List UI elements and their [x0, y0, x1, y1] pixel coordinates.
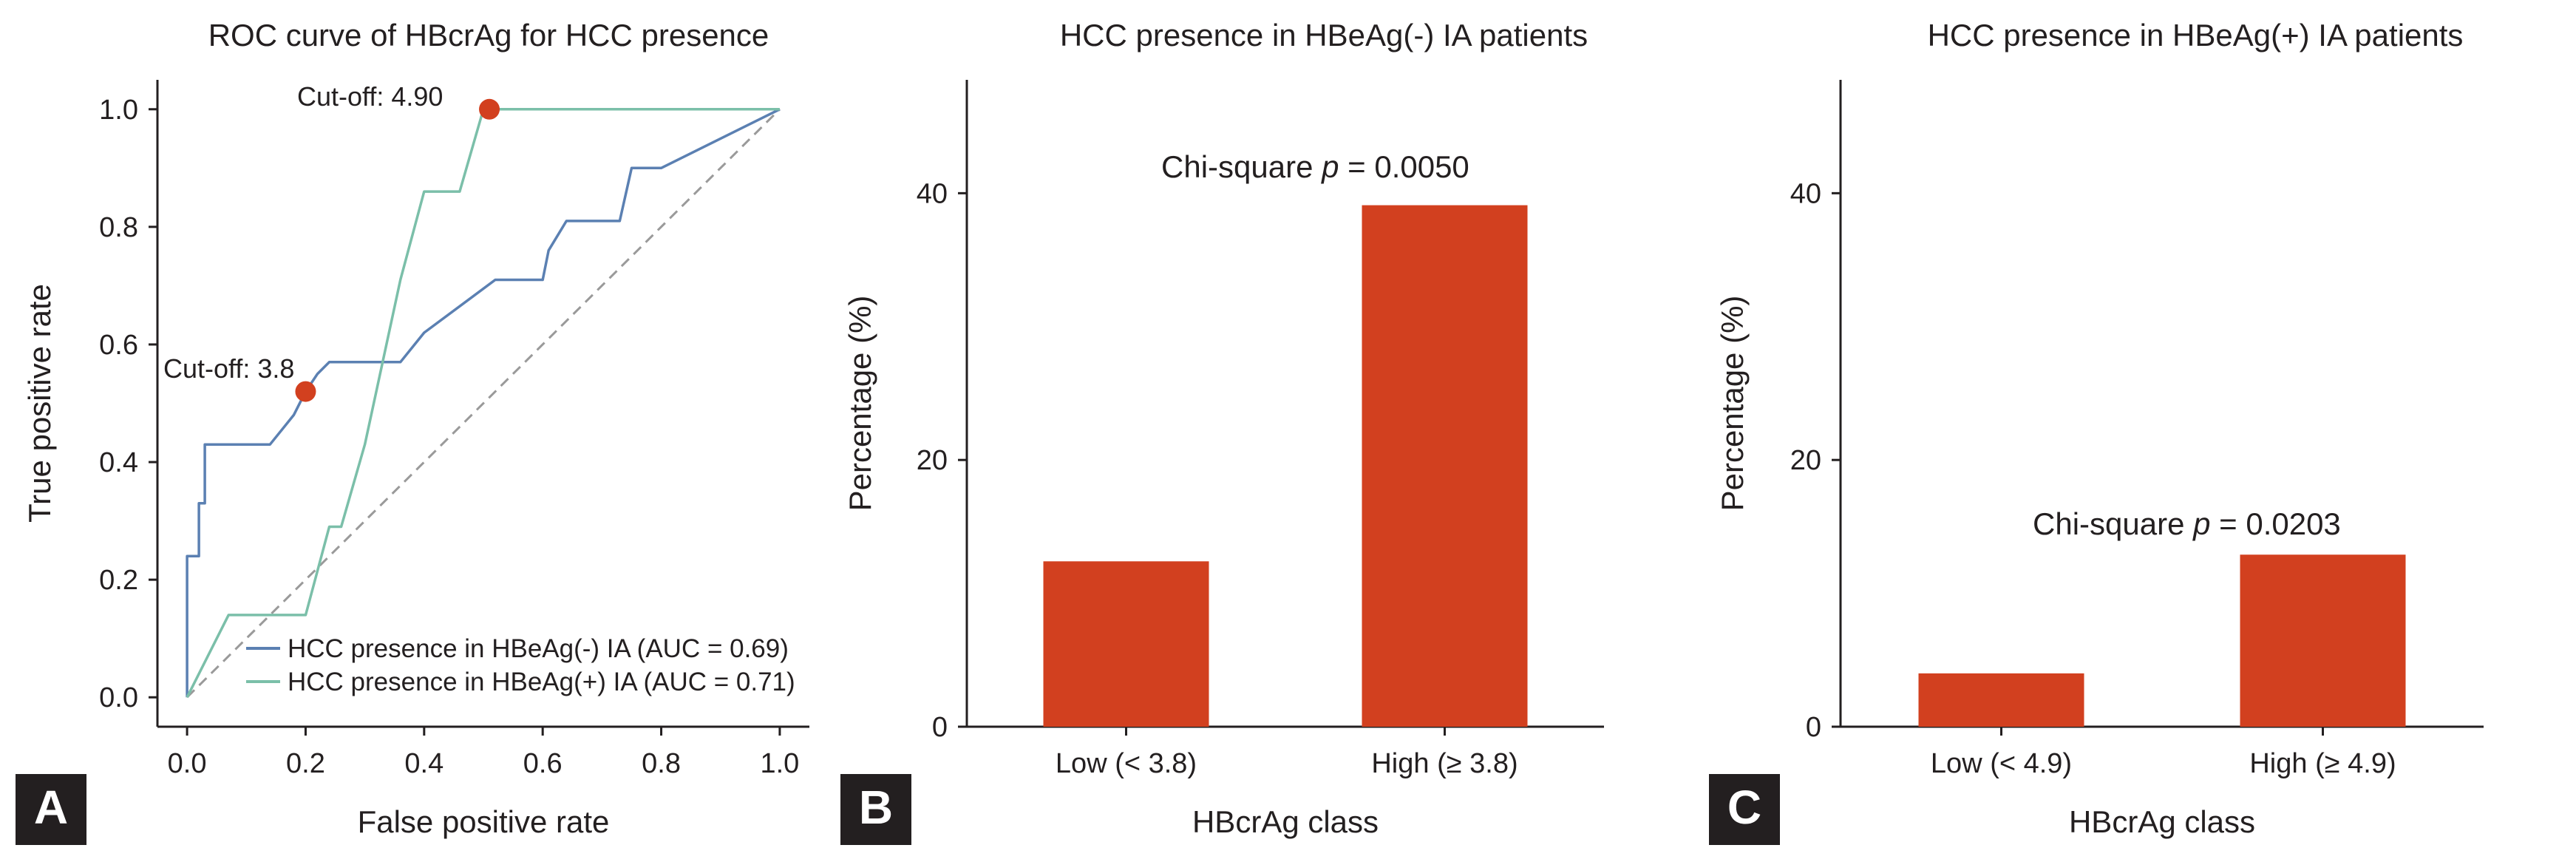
x-tick-label: 0.6 [523, 748, 563, 779]
y-tick-label: 40 [1790, 178, 1821, 209]
x-tick-label: 1.0 [760, 748, 799, 779]
x-axis-label: HBcrAg class [1192, 804, 1379, 839]
annotation-prefix: Chi-square [2033, 506, 2193, 541]
y-tick-label: 20 [1790, 445, 1821, 476]
panel-label-box [16, 774, 86, 845]
bar [1362, 205, 1528, 727]
x-tick-label: 0.4 [404, 748, 444, 779]
y-axis-label: True positive rate [22, 284, 57, 523]
x-tick-label: High (≥ 3.8) [1371, 748, 1518, 779]
x-tick-label: Low (< 3.8) [1056, 748, 1197, 779]
annotation-value: = 0.0050 [1339, 149, 1469, 184]
y-tick-label: 20 [917, 445, 948, 476]
y-tick-label: 0.4 [99, 447, 138, 478]
cutoff-label: Cut-off: 4.90 [297, 81, 443, 112]
chart-title: HCC presence in HBeAg(+) IA patients [1928, 18, 2464, 52]
bar [1918, 673, 2084, 727]
chi-square-annotation: Chi-square p = 0.0203 [2033, 506, 2341, 541]
chi-square-annotation: Chi-square p = 0.0050 [1161, 149, 1469, 184]
y-tick-label: 0.8 [99, 212, 138, 243]
x-tick-label: 0.0 [168, 748, 207, 779]
y-tick-label: 0 [1806, 712, 1821, 743]
x-tick-label: 0.2 [286, 748, 325, 779]
y-axis-label: Percentage (%) [843, 296, 877, 512]
annotation-p-symbol: p [2192, 506, 2210, 541]
y-tick-label: 0 [932, 712, 948, 743]
panel-a-roc-chart: ROC curve of HBcrAg for HCC presence 0.0 0… [22, 18, 809, 839]
reference-diagonal-line [186, 108, 781, 699]
x-axis-label: False positive rate [358, 804, 610, 839]
panel-b-bar-chart: HCC presence in HBeAg(-) IA patients 0 20 4… [843, 18, 1604, 839]
panel-label-letter: A [34, 781, 68, 834]
chart-title: ROC curve of HBcrAg for HCC presence [208, 18, 769, 52]
panel-label-b: B [840, 774, 911, 845]
cutoff-marker [295, 381, 316, 402]
legend-entry: HCC presence in HBeAg(+) IA (AUC = 0.71) [288, 668, 795, 696]
y-axis-label: Percentage (%) [1715, 296, 1750, 512]
annotation-p-symbol: p [1320, 149, 1339, 184]
cutoff-label: Cut-off: 3.8 [163, 353, 294, 384]
bar [2240, 554, 2406, 727]
x-tick-label: Low (< 4.9) [1931, 748, 2072, 779]
y-tick-label: 0.6 [99, 330, 138, 361]
panel-label-letter: B [859, 781, 893, 834]
annotation-value: = 0.0203 [2210, 506, 2340, 541]
y-tick-label: 1.0 [99, 95, 138, 126]
panel-label-c: C [1709, 774, 1780, 845]
cutoff-marker [479, 98, 500, 120]
x-tick-label: 0.8 [642, 748, 681, 779]
annotation-prefix: Chi-square [1161, 149, 1322, 184]
panel-label-box [840, 774, 911, 845]
legend-entry: HCC presence in HBeAg(-) IA (AUC = 0.69) [288, 634, 789, 663]
y-tick-label: 0.0 [99, 682, 138, 713]
y-tick-label: 40 [917, 178, 948, 209]
panel-c-bar-chart: HCC presence in HBeAg(+) IA patients 0 20 4… [1715, 18, 2484, 839]
y-tick-label: 0.2 [99, 565, 138, 596]
x-axis-label: HBcrAg class [2069, 804, 2255, 839]
chart-title: HCC presence in HBeAg(-) IA patients [1060, 18, 1588, 52]
panel-label-a: A [16, 774, 86, 845]
roc-series-line-hbeag-neg [186, 108, 781, 698]
x-tick-label: High (≥ 4.9) [2249, 748, 2396, 779]
panel-label-box [1709, 774, 1780, 845]
bar [1043, 561, 1209, 727]
panel-label-letter: C [1727, 781, 1761, 834]
